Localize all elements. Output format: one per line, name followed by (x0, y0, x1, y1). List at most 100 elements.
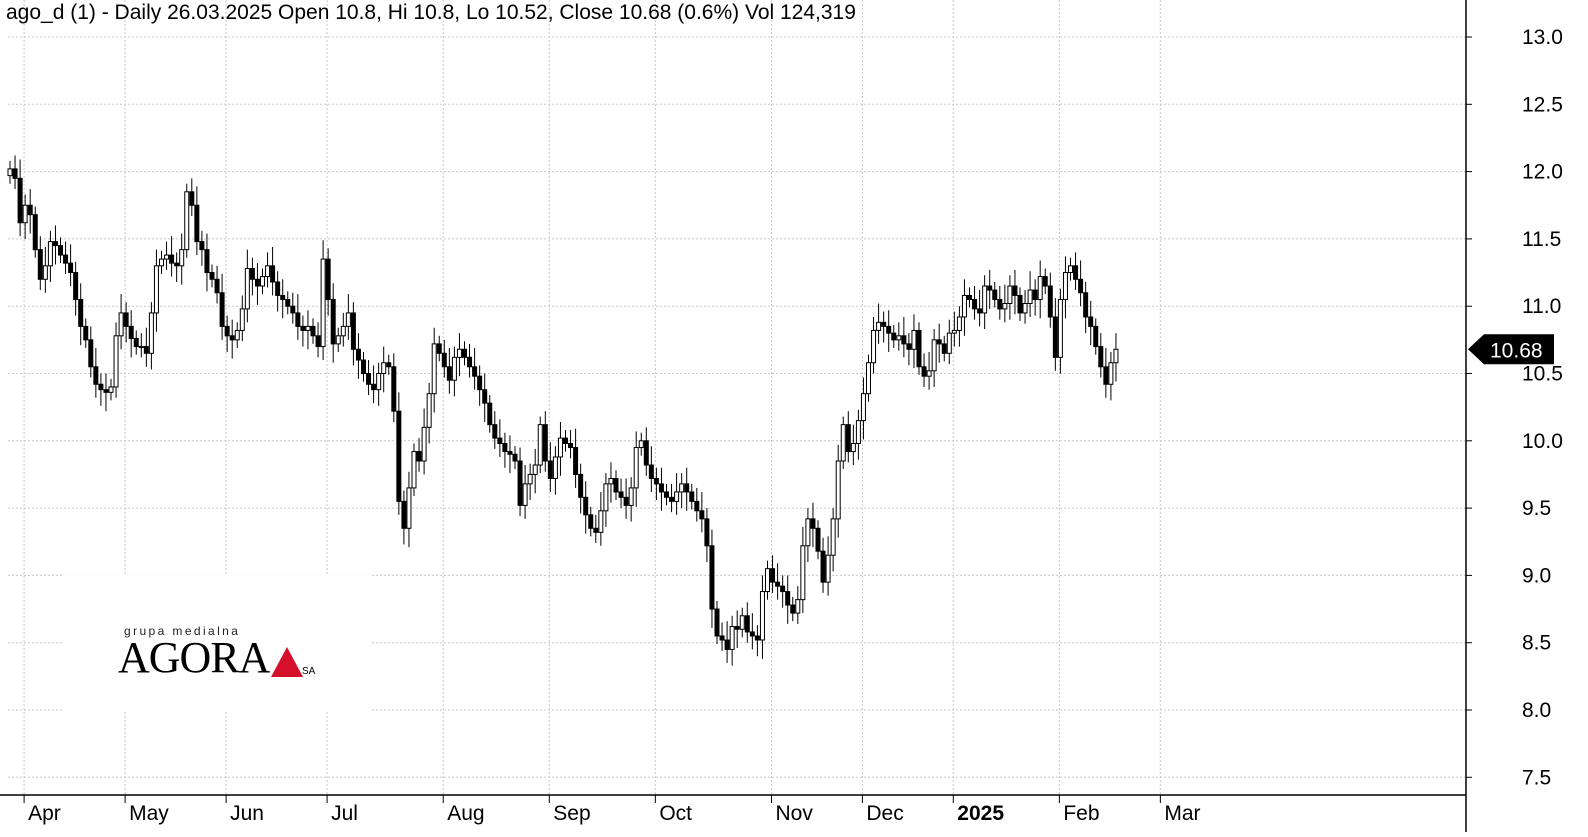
candle-up (679, 483, 685, 493)
candle-down (613, 477, 619, 493)
candle-up (1057, 298, 1063, 358)
chart-title: ago_d (1) - Daily 26.03.2025 Open 10.8, … (6, 1, 856, 24)
candle-down (446, 366, 452, 381)
candle-down (643, 440, 649, 466)
candle-down (547, 460, 553, 479)
candle-up (1027, 289, 1033, 305)
candle-down (83, 325, 89, 341)
candle-up (153, 265, 159, 314)
candle-down (775, 581, 781, 587)
candle-up (411, 451, 417, 489)
candle-down (1083, 292, 1089, 318)
candle-up (759, 591, 765, 641)
candle-down (906, 343, 912, 350)
candle-down (916, 329, 922, 368)
candle-up (118, 312, 124, 337)
candle-down (93, 366, 99, 385)
candle-up (138, 346, 144, 349)
candle-up (184, 191, 190, 251)
candle-down (694, 500, 700, 512)
candle-down (972, 298, 978, 310)
y-tick-label: 8.0 (1522, 699, 1551, 722)
candle-up (598, 510, 604, 533)
candle-down (32, 214, 38, 251)
candle-up (244, 268, 250, 310)
candle-up (451, 356, 457, 381)
y-tick-label: 8.5 (1522, 632, 1551, 655)
candle-down (315, 335, 321, 348)
candle-down (199, 241, 205, 251)
candle-down (63, 254, 69, 264)
candle-down (17, 177, 23, 224)
candle-up (305, 325, 311, 331)
y-tick-label: 13.0 (1522, 26, 1563, 49)
candle-down (391, 366, 397, 412)
candle-up (850, 442, 856, 453)
candle-up (840, 424, 846, 462)
candle-up (47, 241, 53, 267)
candle-down (886, 325, 892, 334)
candle-down (295, 312, 301, 327)
candle-down (366, 373, 372, 385)
candle-down (977, 308, 983, 314)
candle-down (770, 568, 776, 583)
candle-up (951, 329, 957, 334)
candle-down (169, 254, 175, 264)
candle-down (68, 262, 74, 274)
candle-up (633, 447, 639, 489)
candle-down (128, 325, 134, 340)
candle-down (734, 626, 740, 630)
candle-up (805, 518, 811, 547)
candle-down (472, 366, 478, 377)
candle-down (563, 437, 568, 444)
x-tick-label: Jul (331, 802, 358, 825)
candle-up (265, 265, 271, 278)
candle-down (921, 366, 927, 377)
candle-up (982, 285, 988, 314)
candle-up (552, 456, 558, 479)
candle-up (876, 321, 882, 331)
candle-up (961, 294, 967, 318)
candle-down (658, 483, 664, 493)
candle-down (568, 442, 574, 449)
candle-up (456, 348, 462, 358)
candle-down (350, 312, 356, 350)
candle-down (820, 550, 826, 583)
candle-up (765, 568, 770, 593)
x-tick-label: Apr (28, 802, 61, 825)
candle-down (653, 477, 659, 485)
x-tick-label: Sep (553, 802, 590, 825)
candle-down (618, 491, 624, 498)
candle-up (638, 440, 644, 449)
candle-down (1088, 316, 1094, 327)
candle-up (431, 343, 437, 395)
x-tick-label: May (129, 802, 169, 825)
candle-down (209, 272, 215, 280)
candle-down (1093, 325, 1099, 348)
candle-down (1032, 289, 1038, 300)
candle-down (249, 268, 255, 280)
y-tick-label: 12.0 (1522, 161, 1563, 184)
candle-down (27, 204, 33, 216)
candle-down (497, 437, 503, 444)
candle-up (674, 491, 680, 502)
candle-up (557, 437, 563, 458)
y-tick-label: 10.5 (1522, 363, 1563, 386)
candle-down (214, 278, 220, 294)
candle-down (98, 383, 104, 391)
candle-down (1017, 294, 1023, 314)
candle-up (1022, 303, 1028, 314)
candle-up (335, 335, 341, 345)
candle-down (12, 168, 18, 179)
candle-down (588, 514, 594, 529)
candle-down (330, 298, 336, 345)
candle-up (830, 518, 836, 556)
candle-down (573, 447, 579, 475)
candle-down (936, 339, 942, 345)
candle-up (800, 545, 806, 601)
candle-down (790, 604, 796, 614)
candle-down (482, 389, 488, 404)
candle-down (648, 464, 654, 479)
candle-down (37, 249, 43, 280)
candle-down (355, 348, 361, 361)
